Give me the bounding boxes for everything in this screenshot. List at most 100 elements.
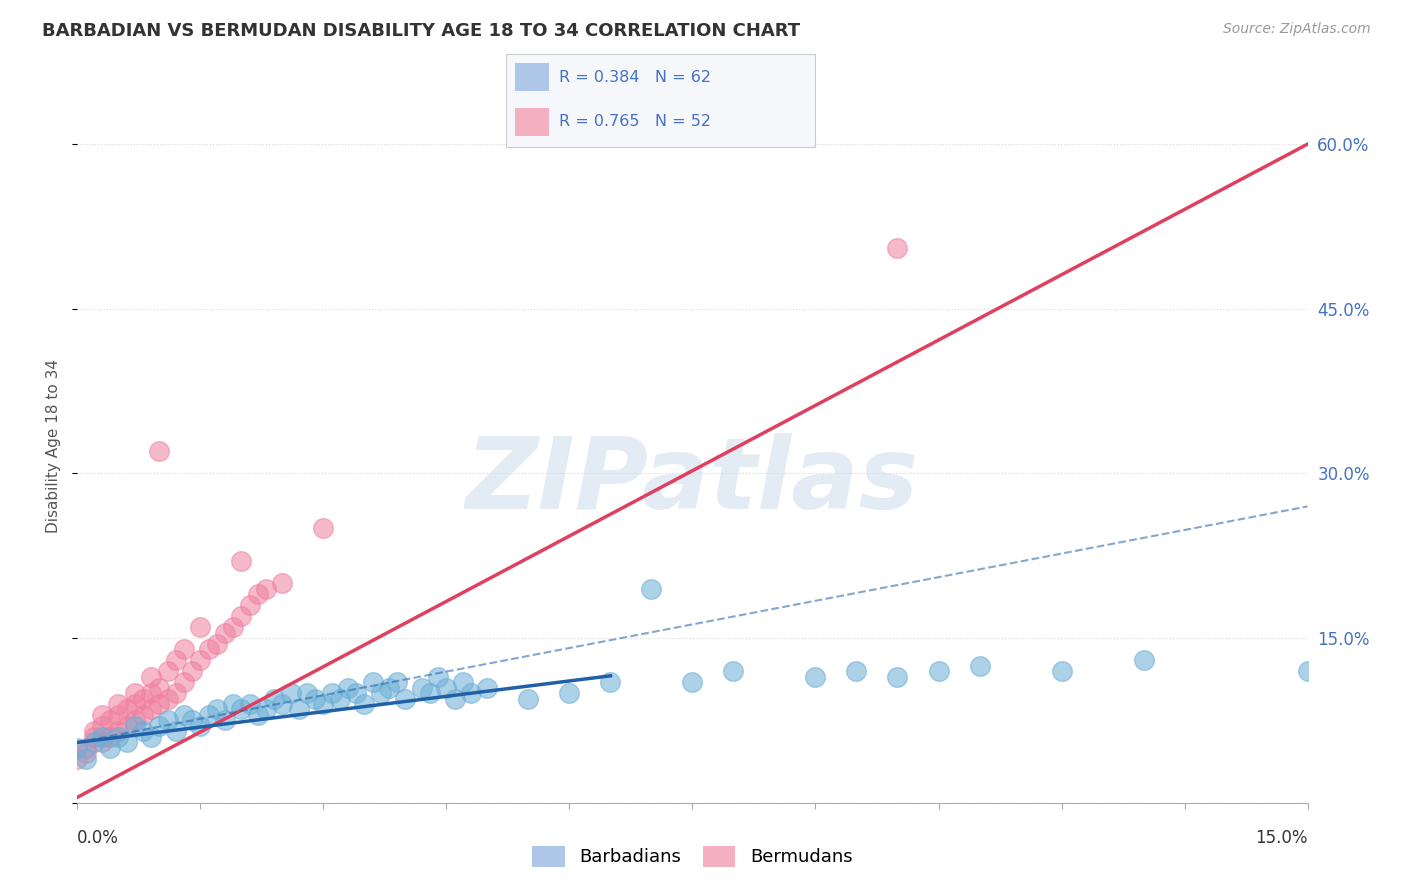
Point xyxy=(156,691,179,706)
Point xyxy=(75,747,97,761)
Point xyxy=(141,730,163,744)
Point xyxy=(115,702,138,716)
Point xyxy=(443,691,465,706)
Point xyxy=(288,702,311,716)
Text: 15.0%: 15.0% xyxy=(1256,829,1308,847)
Point xyxy=(1132,653,1154,667)
Point xyxy=(188,719,212,733)
Point xyxy=(107,730,129,744)
Bar xyxy=(516,63,550,91)
Legend: Barbadians, Bermudans: Barbadians, Bermudans xyxy=(523,837,862,876)
Point xyxy=(682,675,704,690)
Text: 0.0%: 0.0% xyxy=(77,829,120,847)
Point xyxy=(969,658,991,673)
Point xyxy=(845,664,868,678)
Point xyxy=(451,675,474,690)
Point xyxy=(132,691,155,706)
Point xyxy=(246,587,269,601)
Point xyxy=(132,708,155,723)
Point xyxy=(419,686,441,700)
Point xyxy=(378,681,401,695)
Point xyxy=(312,521,335,535)
Point xyxy=(173,708,195,723)
Point xyxy=(271,576,294,591)
Point xyxy=(337,681,360,695)
Point xyxy=(83,724,105,739)
Point xyxy=(181,664,204,678)
Point xyxy=(1050,664,1073,678)
Point xyxy=(188,653,212,667)
Point xyxy=(394,691,416,706)
Text: Source: ZipAtlas.com: Source: ZipAtlas.com xyxy=(1223,22,1371,37)
Point xyxy=(387,675,409,690)
Point xyxy=(197,708,219,723)
Point xyxy=(271,697,294,711)
Point xyxy=(329,691,352,706)
Point xyxy=(165,724,187,739)
Point xyxy=(361,675,384,690)
Point xyxy=(205,702,228,716)
Point xyxy=(460,686,482,700)
Point xyxy=(98,714,121,728)
Point xyxy=(558,686,581,700)
Point xyxy=(427,669,450,683)
Point xyxy=(886,241,908,255)
Text: R = 0.765   N = 52: R = 0.765 N = 52 xyxy=(558,114,711,129)
Point xyxy=(477,681,499,695)
Point xyxy=(312,697,335,711)
Point xyxy=(124,697,146,711)
Point xyxy=(886,669,908,683)
Point xyxy=(254,582,277,596)
Point xyxy=(141,702,163,716)
Point xyxy=(107,724,129,739)
Point xyxy=(173,675,195,690)
Point xyxy=(75,740,97,755)
Point xyxy=(124,719,146,733)
Point xyxy=(115,735,138,749)
Point xyxy=(90,735,114,749)
Point xyxy=(517,691,540,706)
Point xyxy=(436,681,458,695)
Point xyxy=(124,714,146,728)
Point xyxy=(804,669,827,683)
Point xyxy=(165,653,187,667)
Text: R = 0.384   N = 62: R = 0.384 N = 62 xyxy=(558,70,711,85)
Bar xyxy=(516,108,550,136)
Point xyxy=(205,637,228,651)
Point xyxy=(148,697,170,711)
Point xyxy=(124,686,146,700)
Point xyxy=(370,686,392,700)
Point xyxy=(148,681,170,695)
Point xyxy=(1296,664,1319,678)
Point xyxy=(321,686,343,700)
Point xyxy=(254,702,277,716)
Point xyxy=(344,686,367,700)
Point xyxy=(304,691,326,706)
Point xyxy=(231,702,253,716)
Point xyxy=(132,724,155,739)
Point xyxy=(295,686,318,700)
Point xyxy=(239,598,262,612)
Point xyxy=(188,620,212,634)
Point xyxy=(222,620,245,634)
Point xyxy=(214,714,236,728)
Point xyxy=(231,609,253,624)
Text: ZIPatlas: ZIPatlas xyxy=(465,434,920,530)
Text: BARBADIAN VS BERMUDAN DISABILITY AGE 18 TO 34 CORRELATION CHART: BARBADIAN VS BERMUDAN DISABILITY AGE 18 … xyxy=(42,22,800,40)
Point xyxy=(90,719,114,733)
Point xyxy=(83,735,105,749)
Point xyxy=(411,681,433,695)
Point xyxy=(231,554,253,568)
Point xyxy=(90,708,114,723)
Point xyxy=(640,582,662,596)
Point xyxy=(263,691,285,706)
Point xyxy=(107,708,129,723)
Point xyxy=(75,752,97,766)
Point xyxy=(148,444,170,458)
Point xyxy=(98,740,121,755)
Point xyxy=(107,697,129,711)
Point xyxy=(90,730,114,744)
Point xyxy=(246,708,269,723)
Point xyxy=(173,642,195,657)
Point xyxy=(98,730,121,744)
